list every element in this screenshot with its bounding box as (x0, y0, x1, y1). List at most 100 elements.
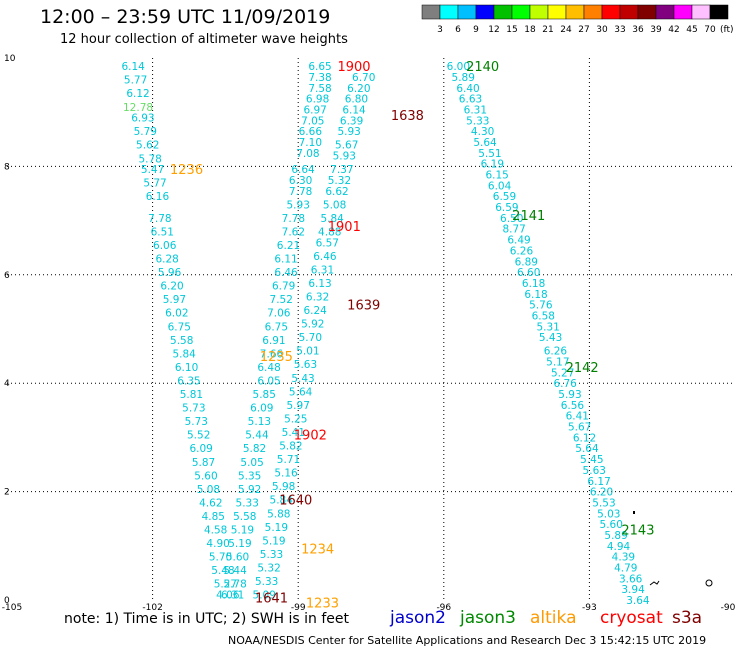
wave-height-value: 6.46 (313, 251, 337, 263)
wave-height-value: 5.33 (260, 549, 283, 561)
wave-height-value: 5.79 (134, 126, 157, 138)
wave-height-value: 4.94 (607, 541, 631, 553)
wave-height-value: 5.44 (223, 565, 247, 577)
legend-item-jason2: jason2 (390, 608, 446, 628)
wave-height-value: 5.33 (466, 115, 489, 127)
island-shape (705, 579, 713, 587)
color-scale-bar: 3 6 9 12 15 18 21 24 27 30 33 36 39 42 45 70 (ft) (421, 4, 734, 35)
wave-height-value: 4.39 (612, 552, 635, 564)
wave-height-value: 5.33 (236, 497, 259, 509)
wave-height-value: 5.84 (320, 213, 344, 225)
pass-time-label: 1639 (347, 299, 380, 314)
page-title: 12:00 – 23:59 UTC 11/09/2019 (40, 6, 331, 28)
wave-height-value: 6.51 (151, 226, 174, 238)
pass-time-label: 1235 (260, 350, 293, 365)
pass-time-label: 1233 (306, 597, 339, 610)
wave-height-value: 5.67 (568, 422, 591, 434)
wave-height-value: 6.18 (522, 278, 545, 290)
pass-time-label: 1641 (255, 591, 288, 606)
wave-height-value: 7.37 (330, 164, 353, 176)
wave-height-value: 6.48 (257, 362, 280, 374)
wave-height-value: 5.73 (185, 416, 208, 428)
wave-height-value: 5.96 (158, 267, 182, 279)
wave-height-value: 6.41 (566, 411, 589, 423)
wave-height-value: 5.85 (253, 389, 276, 401)
wave-height-value: 6.13 (308, 278, 331, 290)
wave-height-value: 6.32 (306, 291, 329, 303)
pass-time-label: 2141 (512, 209, 545, 224)
wave-height-value: 6.63 (459, 94, 482, 106)
wave-height-value: 5.58 (233, 511, 256, 523)
pass-time-label: 1902 (294, 429, 327, 444)
wave-height-value: 5.43 (291, 373, 314, 385)
wave-height-value: 5.01 (296, 346, 319, 358)
wave-height-value: 12.78 (123, 102, 153, 114)
color-scale-label: 12 (488, 25, 499, 35)
wave-height-value: 6.35 (177, 375, 200, 387)
color-scale-label: 6 (455, 25, 461, 35)
wave-height-value: 6.60 (517, 267, 540, 279)
wave-height-value: 6.10 (175, 362, 198, 374)
wave-height-value: 5.19 (228, 538, 251, 550)
wave-height-value: 4.90 (206, 538, 229, 550)
color-scale-label: 45 (686, 25, 697, 35)
wave-height-value: 5.93 (287, 199, 310, 211)
wave-height-value: 5.48 (211, 565, 234, 577)
wave-height-value: 6.75 (168, 321, 191, 333)
wave-height-value: 6.58 (532, 310, 555, 322)
wave-height-value: 5.78 (138, 153, 161, 165)
wave-height-value: 6.06 (153, 240, 177, 252)
wave-height-value: 5.98 (272, 481, 295, 493)
wave-height-value: 6.12 (573, 432, 596, 444)
wave-height-value: 6.59 (493, 191, 516, 203)
wave-height-value: 6.17 (587, 476, 610, 488)
color-scale-label: 21 (542, 25, 553, 35)
wave-height-value: 4.88 (318, 226, 341, 238)
lat-tick-label: 6 (4, 271, 10, 281)
wave-height-value: 6.26 (544, 346, 568, 358)
color-scale-label: 39 (650, 25, 662, 35)
wave-height-value: 5.60 (194, 470, 217, 482)
wave-height-value: 5.32 (328, 175, 351, 187)
wave-height-value: 5.19 (231, 525, 254, 537)
lat-tick-label: 2 (4, 488, 10, 498)
wave-height-value: 5.67 (335, 140, 358, 152)
wave-height-value: 5.82 (243, 443, 266, 455)
wave-height-value: 5.08 (323, 199, 346, 211)
wave-height-value: 5.88 (267, 508, 290, 520)
wave-height-value: 6.28 (155, 254, 178, 266)
wave-height-value: 5.35 (238, 470, 261, 482)
wave-height-value: 6.65 (308, 61, 331, 73)
wave-height-value: 5.84 (172, 348, 196, 360)
pass-time-label: 2142 (566, 361, 599, 376)
color-scale-label: 33 (614, 25, 625, 35)
wave-height-value: 6.11 (274, 254, 297, 266)
wave-height-value: 5.13 (248, 416, 271, 428)
wave-height-value: 5.60 (226, 552, 249, 564)
wave-height-value: 6.24 (303, 305, 327, 317)
wave-height-value: 6.79 (272, 281, 295, 293)
wave-height-value: 5.19 (262, 535, 285, 547)
wave-height-value: 6.49 (507, 235, 530, 247)
legend-item-jason3: jason3 (460, 608, 516, 628)
pass-time-label: 1638 (391, 109, 424, 124)
wave-height-value: 5.89 (604, 530, 627, 542)
wave-height-value: 6.26 (510, 245, 534, 257)
wave-height-value: 5.09 (253, 590, 276, 602)
wave-height-value: 6.98 (306, 94, 329, 106)
color-scale-label: 15 (506, 25, 517, 35)
wave-height-value: 5.64 (575, 443, 599, 455)
wave-height-value: 5.60 (600, 519, 623, 531)
color-scale-label: 36 (632, 25, 644, 35)
wave-height-value: 7.10 (299, 137, 322, 149)
wave-height-value: 3.66 (619, 573, 643, 585)
wave-height-value: 5.82 (279, 441, 302, 453)
lon-tick-label: -99 (291, 603, 306, 610)
wave-height-value: 6.75 (265, 321, 288, 333)
wave-height-value: 5.63 (583, 465, 606, 477)
pass-time-label: 2140 (466, 60, 499, 75)
wave-height-value: 6.31 (311, 264, 334, 276)
wave-height-value: 4.62 (199, 497, 222, 509)
wave-height-value: 5.27 (551, 367, 574, 379)
wave-height-value: 6.50 (500, 213, 523, 225)
